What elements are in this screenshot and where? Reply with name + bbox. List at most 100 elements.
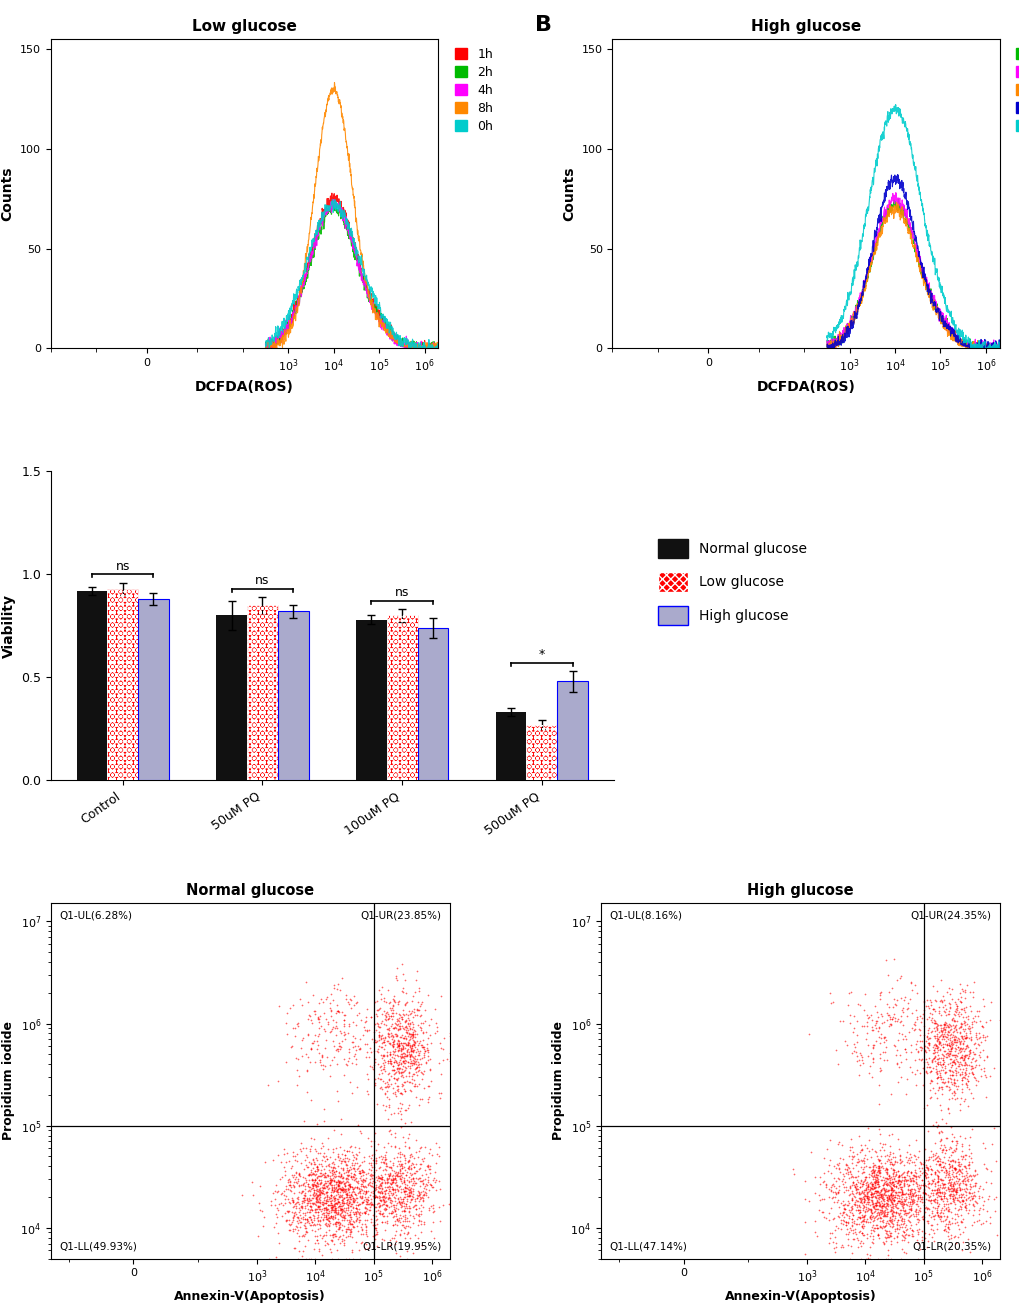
Point bbox=[900, 1152, 916, 1173]
Point bbox=[279, 1143, 296, 1164]
Point bbox=[419, 1028, 435, 1049]
Point bbox=[910, 1210, 926, 1231]
Point bbox=[928, 1218, 945, 1239]
Point bbox=[951, 1037, 967, 1058]
Point bbox=[966, 1172, 982, 1193]
Point bbox=[388, 1044, 405, 1065]
Point bbox=[971, 1041, 987, 1062]
Point bbox=[949, 1168, 965, 1189]
Point bbox=[330, 1163, 346, 1184]
Point bbox=[855, 1188, 871, 1209]
Point bbox=[863, 1173, 879, 1194]
Point bbox=[941, 1137, 957, 1158]
Point bbox=[876, 1162, 893, 1183]
Point bbox=[875, 1011, 892, 1032]
Point bbox=[944, 1074, 960, 1095]
Point bbox=[388, 1079, 405, 1100]
Point bbox=[399, 1223, 416, 1244]
Point bbox=[398, 1175, 415, 1196]
Point bbox=[924, 1037, 941, 1058]
Point bbox=[427, 1133, 443, 1154]
Point bbox=[918, 1025, 934, 1046]
Point bbox=[827, 1192, 844, 1213]
Point bbox=[396, 1147, 413, 1168]
Point bbox=[856, 1167, 872, 1188]
Point bbox=[874, 1028, 891, 1049]
Point bbox=[929, 1167, 946, 1188]
Point bbox=[861, 1055, 877, 1076]
Point bbox=[300, 1230, 316, 1251]
Point bbox=[928, 1200, 945, 1221]
Point bbox=[878, 1221, 895, 1242]
Point bbox=[354, 1159, 370, 1180]
Point bbox=[972, 1032, 988, 1053]
Point bbox=[934, 1054, 951, 1075]
Point bbox=[321, 1239, 337, 1260]
Point bbox=[390, 1036, 407, 1057]
Point bbox=[920, 1198, 936, 1219]
Point bbox=[904, 1192, 920, 1213]
Point bbox=[312, 1173, 328, 1194]
Point bbox=[913, 1008, 929, 1029]
Point bbox=[941, 1175, 957, 1196]
Point bbox=[936, 1027, 953, 1047]
Point bbox=[897, 1025, 913, 1046]
Point bbox=[308, 1185, 324, 1206]
Point bbox=[379, 1027, 395, 1047]
Point bbox=[432, 1063, 448, 1084]
Point bbox=[931, 1181, 948, 1202]
Point bbox=[306, 1184, 322, 1205]
Point bbox=[903, 1062, 919, 1083]
Point bbox=[405, 986, 421, 1007]
Point bbox=[374, 1070, 390, 1091]
Point bbox=[837, 1176, 853, 1197]
Point bbox=[347, 1198, 364, 1219]
Point bbox=[933, 1108, 950, 1129]
Point bbox=[407, 1037, 423, 1058]
Point bbox=[299, 1194, 315, 1215]
Point bbox=[422, 1049, 438, 1070]
Point bbox=[307, 1141, 323, 1162]
Point bbox=[362, 1172, 378, 1193]
Point bbox=[398, 1248, 415, 1269]
Point bbox=[268, 1213, 284, 1234]
Point bbox=[416, 1061, 432, 1082]
Point bbox=[336, 1049, 353, 1070]
Point bbox=[331, 1194, 347, 1215]
Point bbox=[381, 1163, 397, 1184]
Point bbox=[872, 1184, 889, 1205]
Point bbox=[354, 1214, 370, 1235]
Point bbox=[347, 1202, 364, 1223]
Point bbox=[871, 1186, 888, 1207]
Point bbox=[862, 1175, 878, 1196]
Point bbox=[882, 1185, 899, 1206]
Point bbox=[858, 1137, 874, 1158]
Point bbox=[935, 1173, 952, 1194]
Point bbox=[405, 1181, 421, 1202]
Point bbox=[955, 999, 971, 1020]
Point bbox=[946, 1151, 962, 1172]
Point bbox=[938, 1193, 955, 1214]
Point bbox=[381, 998, 397, 1019]
Point bbox=[944, 1155, 960, 1176]
Point bbox=[867, 1156, 883, 1177]
Point bbox=[365, 1203, 381, 1224]
Point bbox=[867, 1017, 883, 1038]
Point bbox=[300, 1025, 316, 1046]
Point bbox=[876, 1146, 893, 1167]
Point bbox=[847, 1167, 863, 1188]
Point bbox=[392, 1027, 409, 1047]
Point bbox=[338, 1202, 355, 1223]
Point bbox=[967, 1027, 983, 1047]
Point bbox=[321, 1210, 337, 1231]
Point bbox=[409, 1180, 425, 1201]
Point bbox=[318, 1181, 334, 1202]
Point bbox=[953, 1148, 969, 1169]
Point bbox=[317, 1171, 333, 1192]
Point bbox=[944, 1051, 960, 1072]
Point bbox=[359, 1238, 375, 1259]
Point bbox=[342, 1184, 359, 1205]
Point bbox=[363, 1194, 379, 1215]
Point bbox=[300, 1173, 316, 1194]
Point bbox=[956, 1028, 972, 1049]
